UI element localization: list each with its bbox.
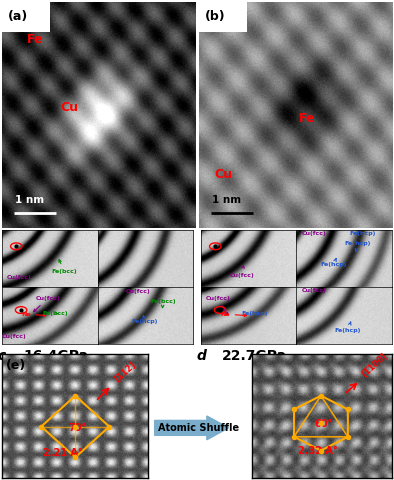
Text: Cu(fcc): Cu(fcc) xyxy=(126,289,151,294)
Text: Ne: Ne xyxy=(21,312,46,317)
Text: Fe(hcp): Fe(hcp) xyxy=(344,240,371,252)
Text: Fe: Fe xyxy=(27,33,44,46)
Text: 2.32 A°: 2.32 A° xyxy=(297,446,337,456)
Text: 1 nm: 1 nm xyxy=(15,195,45,205)
FancyBboxPatch shape xyxy=(2,2,50,32)
Text: Cu(fcc): Cu(fcc) xyxy=(206,296,230,315)
Text: (b): (b) xyxy=(205,10,225,24)
Text: Fe: Fe xyxy=(299,112,316,125)
Text: Cu(fcc): Cu(fcc) xyxy=(7,276,32,280)
Text: 60°: 60° xyxy=(315,419,333,429)
Text: 70°: 70° xyxy=(69,423,87,433)
Text: (e): (e) xyxy=(6,359,26,372)
Text: Fe(hcp): Fe(hcp) xyxy=(349,231,375,236)
Text: Ne: Ne xyxy=(220,312,247,317)
Text: Cu(fcc): Cu(fcc) xyxy=(301,231,326,236)
Text: 1 nm: 1 nm xyxy=(212,195,242,205)
FancyBboxPatch shape xyxy=(199,2,247,32)
Text: Fe(bcc): Fe(bcc) xyxy=(150,299,176,308)
Text: (a): (a) xyxy=(8,10,28,24)
Text: Cu(fcc): Cu(fcc) xyxy=(2,335,27,339)
Text: Fe(hcp): Fe(hcp) xyxy=(241,311,268,315)
Text: Cu: Cu xyxy=(214,168,232,181)
FancyArrow shape xyxy=(154,416,229,440)
Text: 2.21 A°: 2.21 A° xyxy=(43,448,83,458)
Text: Cu(fcc): Cu(fcc) xyxy=(33,296,60,312)
Text: Atomic Shuffle: Atomic Shuffle xyxy=(158,423,240,433)
Text: Fe(bcc): Fe(bcc) xyxy=(42,311,68,315)
Text: Cu(fcc): Cu(fcc) xyxy=(301,288,326,293)
Text: c: c xyxy=(0,349,6,363)
Text: Fe(bcc): Fe(bcc) xyxy=(52,260,77,274)
Text: Fe(hcp): Fe(hcp) xyxy=(335,322,361,333)
Text: 22.7GPa: 22.7GPa xyxy=(222,349,287,363)
Text: Cu(fcc): Cu(fcc) xyxy=(230,265,255,278)
Text: Cu: Cu xyxy=(60,101,78,114)
Text: Fe(hcp): Fe(hcp) xyxy=(131,315,157,324)
Text: Fe(hcp): Fe(hcp) xyxy=(320,259,347,267)
Text: 16.4GPa: 16.4GPa xyxy=(23,349,88,363)
Text: d: d xyxy=(196,349,206,363)
Text: [1̅100]: [1̅100] xyxy=(360,351,389,379)
Text: [112]: [112] xyxy=(113,360,138,384)
